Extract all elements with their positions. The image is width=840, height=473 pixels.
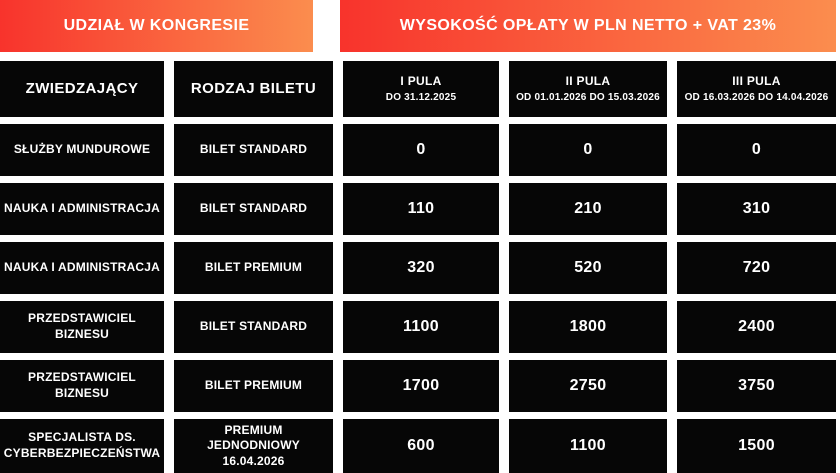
column-header-pool-3: III PULA OD 16.03.2026 DO 14.04.2026 bbox=[677, 61, 836, 117]
price-cell-pool2: 1100 bbox=[509, 419, 667, 473]
ticket-cell: BILET STANDARD bbox=[174, 124, 333, 176]
price-cell-pool2: 0 bbox=[509, 124, 667, 176]
visitor-cell: SŁUŻBY MUNDUROWE bbox=[0, 124, 164, 176]
price-cell-pool2: 2750 bbox=[509, 360, 667, 412]
ticket-cell: BILET PREMIUM bbox=[174, 242, 333, 294]
pricing-table: ZWIEDZAJĄCY RODZAJ BILETU I PULA DO 31.1… bbox=[0, 61, 836, 473]
price-cell-pool1: 320 bbox=[343, 242, 499, 294]
pool-1-dates: DO 31.12.2025 bbox=[385, 91, 457, 103]
price-cell-pool1: 0 bbox=[343, 124, 499, 176]
column-header-pool-1: I PULA DO 31.12.2025 bbox=[343, 61, 499, 117]
price-cell-pool2: 520 bbox=[509, 242, 667, 294]
price-cell-pool3: 1500 bbox=[677, 419, 836, 473]
ticket-cell: BILET STANDARD bbox=[174, 301, 333, 353]
price-cell-pool2: 210 bbox=[509, 183, 667, 235]
price-cell-pool1: 1100 bbox=[343, 301, 499, 353]
column-header-visitor: ZWIEDZAJĄCY bbox=[0, 61, 164, 117]
price-cell-pool3: 3750 bbox=[677, 360, 836, 412]
price-cell-pool2: 1800 bbox=[509, 301, 667, 353]
banner-row: UDZIAŁ W KONGRESIE WYSOKOŚĆ OPŁATY W PLN… bbox=[0, 0, 836, 52]
price-cell-pool1: 600 bbox=[343, 419, 499, 473]
ticket-cell: BILET PREMIUM bbox=[174, 360, 333, 412]
ticket-cell: BILET STANDARD bbox=[174, 183, 333, 235]
visitor-cell: PRZEDSTAWICIEL BIZNESU bbox=[0, 360, 164, 412]
pool-1-title: I PULA bbox=[400, 74, 442, 89]
price-cell-pool3: 2400 bbox=[677, 301, 836, 353]
price-cell-pool1: 1700 bbox=[343, 360, 499, 412]
banner-fee: WYSOKOŚĆ OPŁATY W PLN NETTO + VAT 23% bbox=[340, 0, 836, 52]
visitor-cell: PRZEDSTAWICIEL BIZNESU bbox=[0, 301, 164, 353]
visitor-cell: NAUKA I ADMINISTRACJA bbox=[0, 242, 164, 294]
pool-3-dates: OD 16.03.2026 DO 14.04.2026 bbox=[684, 91, 829, 103]
column-header-ticket-type: RODZAJ BILETU bbox=[174, 61, 333, 117]
price-cell-pool3: 720 bbox=[677, 242, 836, 294]
column-header-pool-2: II PULA OD 01.01.2026 DO 15.03.2026 bbox=[509, 61, 667, 117]
visitor-cell: SPECJALISTA DS. CYBERBEZPIECZEŃSTWA bbox=[0, 419, 164, 473]
pool-3-title: III PULA bbox=[732, 74, 781, 89]
price-cell-pool3: 310 bbox=[677, 183, 836, 235]
price-cell-pool1: 110 bbox=[343, 183, 499, 235]
price-cell-pool3: 0 bbox=[677, 124, 836, 176]
ticket-cell: PREMIUM JEDNODNIOWY 16.04.2026 bbox=[174, 419, 333, 473]
pool-2-title: II PULA bbox=[565, 74, 611, 89]
visitor-cell: NAUKA I ADMINISTRACJA bbox=[0, 183, 164, 235]
banner-participation: UDZIAŁ W KONGRESIE bbox=[0, 0, 313, 52]
pool-2-dates: OD 01.01.2026 DO 15.03.2026 bbox=[516, 91, 660, 103]
